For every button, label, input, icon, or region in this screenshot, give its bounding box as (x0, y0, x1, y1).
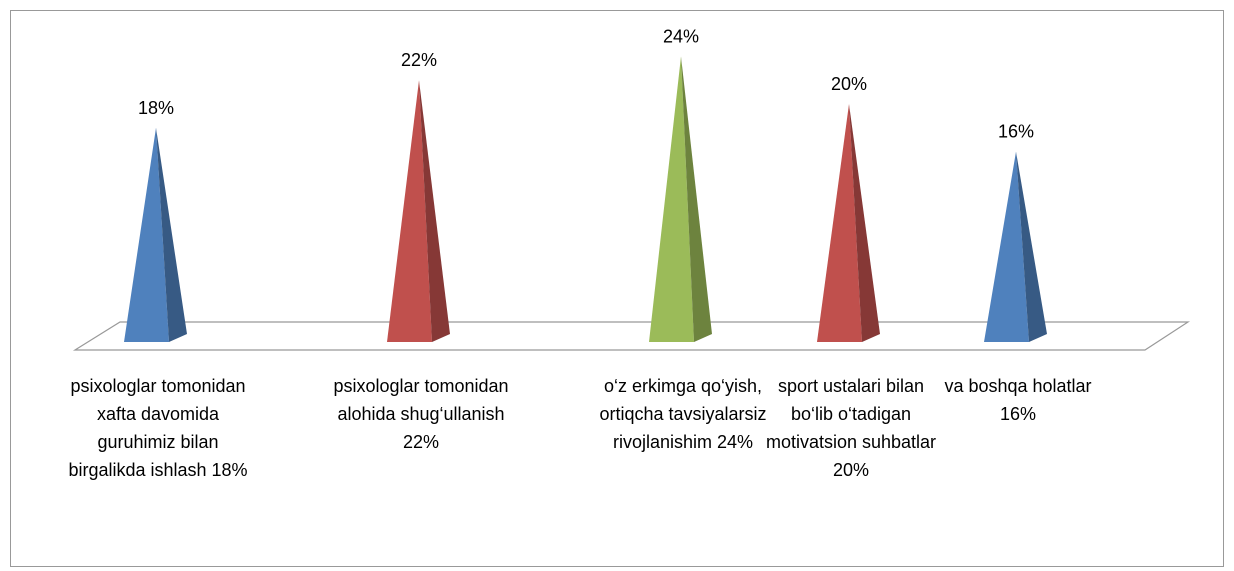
category-label: o‘z erkimga qo‘yish, ortiqcha tavsiyalar… (599, 376, 767, 452)
category-label: psixologlar tomonidan xafta davomida gur… (68, 376, 248, 480)
pyramid-side (1016, 151, 1047, 342)
pyramid-side (681, 56, 712, 343)
value-label: 20% (831, 74, 867, 94)
pyramid (817, 104, 880, 342)
pyramid-front (984, 151, 1029, 342)
value-label: 18% (138, 98, 174, 118)
value-label: 22% (401, 50, 437, 70)
pyramid-side (156, 127, 187, 342)
pyramid (124, 127, 187, 342)
pyramid-front (649, 56, 694, 343)
pyramid (984, 151, 1047, 342)
pyramid (387, 80, 450, 342)
category-label: va boshqa holatlar 16% (944, 376, 1092, 424)
pyramid (649, 56, 712, 343)
pyramid-front (817, 104, 862, 342)
pyramid-front (124, 127, 169, 342)
pyramid-side (849, 104, 880, 342)
pyramid-front (387, 80, 432, 342)
value-label: 16% (998, 122, 1034, 142)
value-label: 24% (663, 26, 699, 46)
category-label: psixologlar tomonidan alohida shug‘ullan… (333, 376, 509, 452)
pyramid-side (419, 80, 450, 342)
floor (72, 321, 1191, 351)
category-label: sport ustalari bilan bo‘lib o‘tadigan mo… (765, 376, 937, 480)
